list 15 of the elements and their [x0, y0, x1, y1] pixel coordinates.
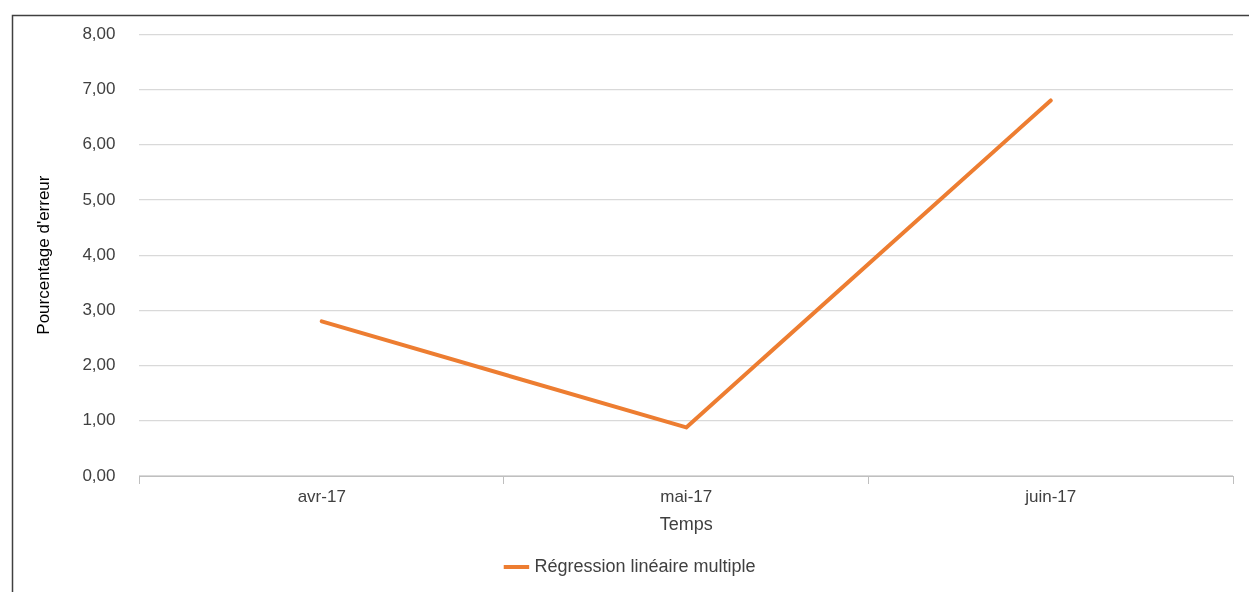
x-tick-label: juin-17: [1024, 486, 1077, 506]
y-tick-label: 2,00: [82, 355, 116, 375]
x-axis-title: Temps: [659, 514, 713, 535]
y-axis-title: Pourcentage d'erreur: [33, 175, 53, 335]
y-tick-label: 3,00: [82, 300, 116, 320]
y-tick-label: 1,00: [82, 410, 116, 430]
legend-label: Régression linéaire multiple: [534, 555, 756, 576]
y-tick-label: 4,00: [82, 244, 116, 264]
x-tick-label: mai-17: [660, 486, 713, 506]
y-tick-label: 8,00: [82, 23, 116, 43]
y-tick-label: 7,00: [82, 79, 116, 99]
x-tick-label: avr-17: [297, 486, 346, 506]
y-tick-label: 0,00: [82, 465, 116, 485]
y-tick-label: 6,00: [82, 134, 116, 154]
y-tick-label: 5,00: [82, 189, 116, 209]
